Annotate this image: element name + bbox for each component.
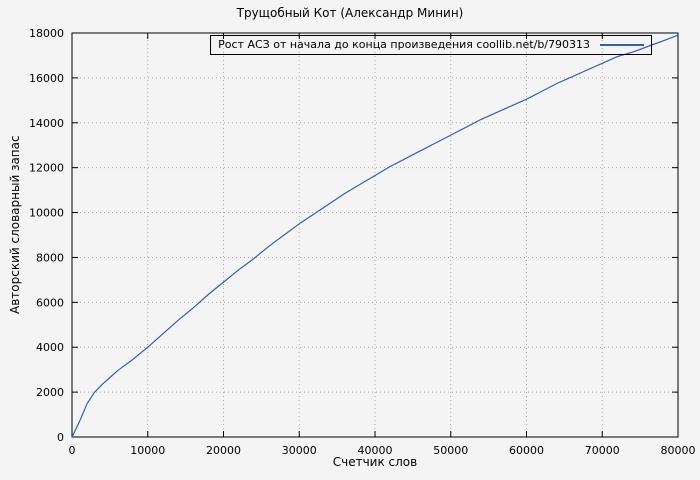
legend-line-sample bbox=[600, 44, 644, 46]
legend-label: Рост АСЗ от начала до конца произведения… bbox=[218, 38, 590, 51]
y-tick-label: 18000 bbox=[29, 27, 64, 40]
y-tick-label: 6000 bbox=[36, 296, 64, 309]
y-tick-label: 14000 bbox=[29, 117, 64, 130]
y-tick-label: 8000 bbox=[36, 251, 64, 264]
y-axis-label: Авторский словарный запас bbox=[8, 135, 22, 314]
y-tick-label: 10000 bbox=[29, 207, 64, 220]
y-tick-label: 16000 bbox=[29, 72, 64, 85]
x-tick-label: 30000 bbox=[282, 444, 317, 457]
y-tick-label: 12000 bbox=[29, 162, 64, 175]
x-tick-label: 40000 bbox=[358, 444, 393, 457]
x-tick-label: 20000 bbox=[206, 444, 241, 457]
x-axis-label: Счетчик слов bbox=[332, 455, 418, 469]
legend: Рост АСЗ от начала до конца произведения… bbox=[210, 35, 652, 55]
x-tick-label: 10000 bbox=[130, 444, 165, 457]
x-tick-label: 70000 bbox=[585, 444, 620, 457]
y-tick-label: 4000 bbox=[36, 341, 64, 354]
plot-border bbox=[71, 32, 679, 438]
x-tick-label: 50000 bbox=[433, 444, 468, 457]
y-tick-label: 0 bbox=[57, 431, 64, 444]
x-tick-label: 0 bbox=[69, 444, 76, 457]
x-tick-label: 80000 bbox=[661, 444, 696, 457]
series-line bbox=[71, 34, 679, 438]
y-tick-label: 2000 bbox=[36, 386, 64, 399]
chart-title: Трущобный Кот (Александр Минин) bbox=[236, 6, 464, 20]
x-tick-label: 60000 bbox=[509, 444, 544, 457]
